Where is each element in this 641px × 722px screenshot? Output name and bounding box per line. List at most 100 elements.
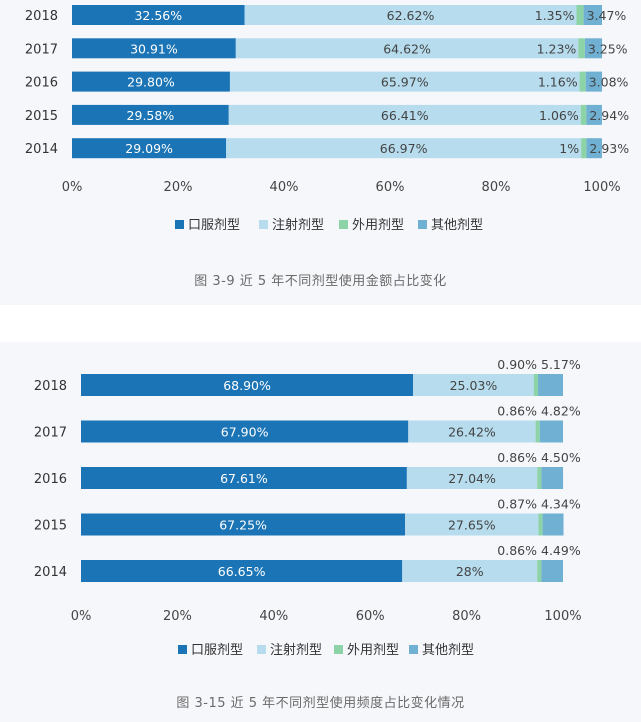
bar-segment-3 — [585, 71, 603, 92]
chart1-panel: 2018 32.56% 62.62% 1.35% 3.47% 2017 30.91% 64.6… — [0, 0, 641, 305]
data-label: 4.82% — [541, 404, 581, 419]
legend-label: 其他剂型 — [431, 218, 483, 233]
bar-segment-3 — [538, 374, 563, 396]
x-tick-label: 60% — [356, 609, 385, 624]
year-label: 2018 — [25, 9, 58, 24]
data-label: 5.17% — [541, 357, 581, 372]
data-label: 67.25% — [219, 518, 267, 533]
bar-segment-2 — [578, 38, 585, 59]
data-label: 66.41% — [381, 108, 429, 123]
bar-segment-2 — [535, 420, 540, 443]
bar-segment-3 — [541, 560, 563, 582]
year-label: 2016 — [34, 472, 67, 487]
bar-segment-1 — [228, 104, 581, 125]
data-label: 1% — [559, 141, 579, 156]
data-label: 2.93% — [589, 141, 629, 156]
data-label: 3.47% — [587, 8, 627, 23]
x-tick-label: 20% — [164, 180, 193, 195]
legend-label: 外用剂型 — [352, 218, 404, 233]
legend-swatch — [418, 220, 427, 229]
data-label: 66.97% — [380, 141, 428, 156]
year-label: 2015 — [25, 109, 58, 124]
x-tick-label: 100% — [544, 609, 581, 624]
bar-segment-1 — [226, 138, 582, 159]
legend-swatch — [334, 645, 343, 654]
chart2-panel: 2018 68.90% 25.03% 0.90% 5.17% 2017 67.90% 26.4… — [0, 342, 641, 722]
bar-segment-0 — [72, 104, 229, 125]
legend-label: 其他剂型 — [422, 643, 474, 658]
legend-label: 注射剂型 — [270, 642, 322, 658]
legend-swatch — [175, 220, 184, 229]
bar-segment-0 — [81, 513, 406, 536]
x-tick-label: 0% — [71, 609, 92, 624]
data-label: 29.80% — [127, 75, 175, 90]
bar-segment-1 — [402, 560, 538, 582]
bar-segment-1 — [413, 374, 534, 396]
bar-segment-1 — [235, 38, 579, 59]
data-label: 1.35% — [535, 8, 575, 23]
bar-segment-3 — [539, 420, 563, 443]
bar-segment-3 — [586, 138, 602, 159]
bar-segment-1 — [405, 513, 539, 536]
bar-segment-2 — [537, 467, 542, 489]
x-tick-label: 20% — [163, 609, 192, 624]
year-label: 2018 — [34, 379, 67, 394]
bar-segment-2 — [533, 374, 539, 396]
bar-segment-3 — [586, 104, 602, 125]
bar-segment-3 — [584, 38, 603, 59]
data-label: 0.86% — [497, 404, 537, 419]
data-label: 3.25% — [588, 41, 628, 56]
data-label: 2.94% — [589, 108, 629, 123]
bar-segment-0 — [81, 560, 403, 582]
bar-segment-0 — [72, 71, 230, 92]
x-tick-label: 60% — [376, 180, 405, 195]
bar-segment-3 — [541, 467, 564, 489]
data-label: 65.97% — [381, 75, 429, 90]
chart2-caption: 图 3-15 近 5 年不同剂型使用频度占比变化情况 — [176, 696, 465, 711]
data-label: 3.08% — [589, 75, 629, 90]
legend-swatch — [409, 645, 418, 654]
legend-swatch — [257, 645, 266, 654]
chart1-plot: 2018 32.56% 62.62% 1.35% 3.47% 2017 30.91% 64.6… — [25, 5, 629, 233]
data-label: 29.09% — [125, 141, 173, 156]
data-label: 67.61% — [220, 471, 268, 486]
legend-label: 外用剂型 — [347, 643, 399, 658]
data-label: 67.90% — [221, 425, 269, 440]
data-label: 0.86% — [497, 450, 537, 465]
year-label: 2014 — [34, 565, 67, 580]
data-label: 32.56% — [134, 8, 182, 23]
x-tick-label: 40% — [270, 180, 299, 195]
legend-label: 口服剂型 — [191, 643, 243, 658]
year-label: 2017 — [25, 42, 58, 57]
data-label: 66.65% — [218, 564, 266, 579]
data-label: 4.34% — [541, 497, 581, 512]
data-label: 0.87% — [497, 497, 537, 512]
x-tick-label: 80% — [482, 180, 511, 195]
data-label: 29.58% — [127, 108, 175, 123]
data-label: 1.16% — [538, 75, 578, 90]
year-label: 2016 — [25, 76, 58, 91]
legend-swatch — [259, 220, 268, 229]
bar-segment-2 — [538, 513, 543, 536]
bar-segment-1 — [244, 5, 577, 25]
data-label: 1.06% — [539, 108, 579, 123]
bar-segment-0 — [81, 420, 409, 443]
year-label: 2015 — [34, 519, 67, 534]
data-label: 30.91% — [130, 41, 178, 56]
legend-swatch — [339, 220, 348, 229]
data-label: 0.86% — [497, 543, 537, 558]
x-tick-label: 80% — [452, 609, 481, 624]
data-label: 0.90% — [497, 357, 537, 372]
data-label: 26.42% — [448, 425, 496, 440]
data-label: 28% — [456, 564, 484, 579]
chart1-caption: 图 3-9 近 5 年不同剂型使用金额占比变化 — [194, 274, 447, 289]
legend-label: 注射剂型 — [272, 217, 324, 233]
bar-segment-1 — [408, 420, 536, 443]
bar-segment-0 — [81, 374, 414, 396]
bar-segment-0 — [81, 467, 407, 489]
data-label: 25.03% — [450, 378, 498, 393]
x-tick-label: 100% — [583, 180, 620, 195]
legend-label: 口服剂型 — [188, 218, 240, 233]
bar-segment-3 — [542, 513, 564, 536]
bar-segment-2 — [537, 560, 542, 582]
